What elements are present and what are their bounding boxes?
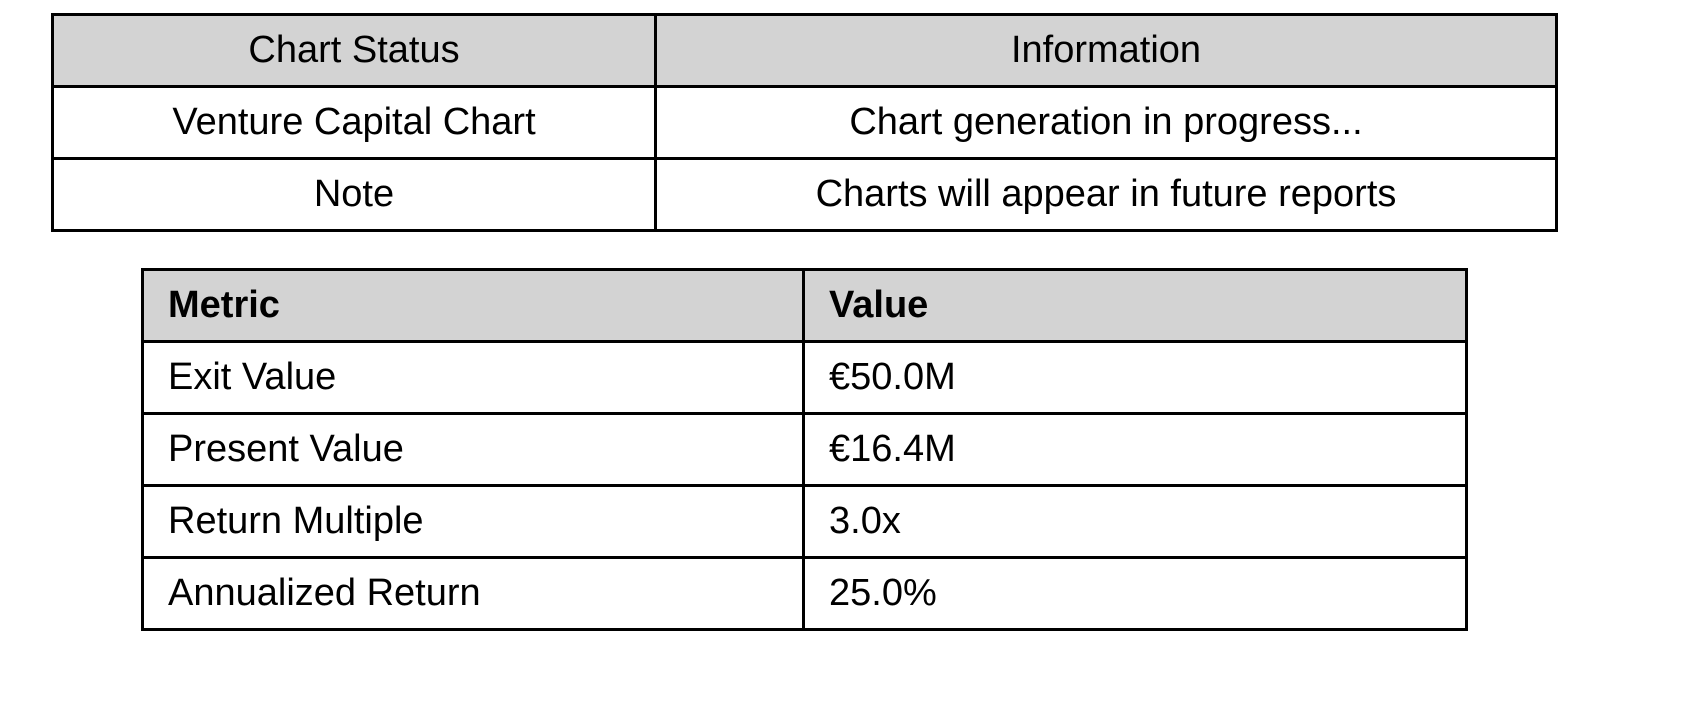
table-row: Annualized Return 25.0% — [141, 556, 1468, 631]
information-cell: Charts will appear in future reports — [654, 157, 1558, 232]
value-cell: €16.4M — [802, 412, 1468, 487]
metric-cell: Annualized Return — [141, 556, 805, 631]
metric-cell: Exit Value — [141, 340, 805, 415]
status-cell: Note — [51, 157, 657, 232]
metric-cell: Present Value — [141, 412, 805, 487]
header-information: Information — [654, 13, 1558, 88]
table-header-row: Metric Value — [141, 268, 1468, 343]
header-chart-status: Chart Status — [51, 13, 657, 88]
metrics-table: Metric Value Exit Value €50.0M Present V… — [141, 268, 1468, 631]
table-row: Present Value €16.4M — [141, 412, 1468, 487]
header-value: Value — [802, 268, 1468, 343]
information-cell: Chart generation in progress... — [654, 85, 1558, 160]
table-row: Return Multiple 3.0x — [141, 484, 1468, 559]
table-header-row: Chart Status Information — [51, 13, 1558, 88]
metric-cell: Return Multiple — [141, 484, 805, 559]
table-row: Venture Capital Chart Chart generation i… — [51, 85, 1558, 160]
value-cell: €50.0M — [802, 340, 1468, 415]
chart-status-table: Chart Status Information Venture Capital… — [51, 13, 1558, 232]
status-cell: Venture Capital Chart — [51, 85, 657, 160]
table-row: Note Charts will appear in future report… — [51, 157, 1558, 232]
header-metric: Metric — [141, 268, 805, 343]
table-row: Exit Value €50.0M — [141, 340, 1468, 415]
value-cell: 25.0% — [802, 556, 1468, 631]
value-cell: 3.0x — [802, 484, 1468, 559]
